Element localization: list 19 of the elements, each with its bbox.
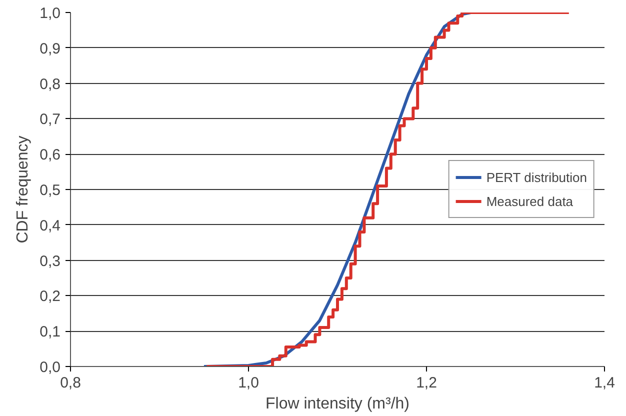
legend-label: PERT distribution	[486, 170, 587, 184]
y-tick-label: 0,5	[40, 182, 61, 199]
x-tick-label: 1,4	[594, 374, 615, 392]
x-axis-title: Flow intensity (m³/h)	[265, 396, 410, 412]
y-tick-label: 0,0	[40, 359, 61, 376]
x-tick-label: 1,0	[238, 374, 259, 392]
y-tick-label: 0,4	[40, 217, 61, 234]
y-tick-label: 0,7	[40, 111, 61, 128]
y-tick-label: 0,2	[40, 288, 61, 306]
y-tick-label: 1,0	[40, 5, 61, 22]
legend-label: Measured data	[486, 194, 574, 208]
y-tick-label: 0,9	[40, 40, 61, 58]
x-tick-label: 0,8	[60, 374, 81, 392]
y-axis-title: CDF frequency	[14, 136, 32, 244]
y-tick-label: 0,3	[40, 252, 61, 270]
y-tick-label: 0,6	[40, 146, 61, 164]
x-tick-label: 1,2	[416, 374, 437, 392]
y-tick-label: 0,1	[40, 324, 61, 341]
y-tick-label: 0,8	[40, 76, 61, 93]
